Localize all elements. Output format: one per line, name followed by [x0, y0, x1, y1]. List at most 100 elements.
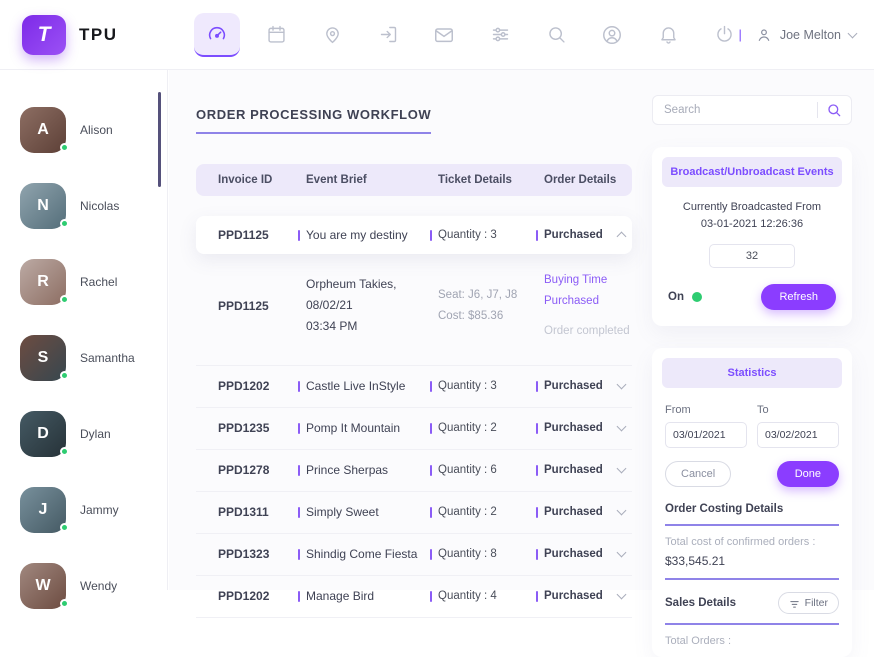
cancel-button[interactable]: Cancel	[665, 461, 732, 488]
chevron-down-icon	[847, 28, 858, 38]
broadcast-card: Broadcast/Unbroadcast Events Currently B…	[652, 147, 852, 327]
broadcast-on-toggle[interactable]: On	[668, 291, 702, 303]
calendar-icon[interactable]	[264, 23, 288, 47]
total-cost-value: $33,545.21	[665, 554, 839, 581]
right-panel: Broadcast/Unbroadcast Events Currently B…	[652, 70, 852, 657]
chevron-down-icon[interactable]	[616, 547, 626, 558]
ticket-details: Quantity : 2	[438, 422, 497, 435]
online-dot	[60, 143, 69, 152]
login-icon[interactable]	[376, 23, 400, 47]
nav-gauge-active[interactable]	[194, 12, 240, 57]
table-header: Invoice ID Event Brief Ticket Details Or…	[196, 164, 632, 197]
column-separator	[298, 464, 300, 476]
column-separator	[298, 380, 300, 392]
app-name: TPU	[79, 24, 118, 44]
user-icon	[756, 27, 772, 43]
app-logo[interactable]: T TPU	[0, 14, 168, 55]
search-icon[interactable]	[826, 102, 842, 118]
table-row[interactable]: PPD1202 Castle Live InStyle Quantity : 3…	[196, 366, 632, 408]
chevron-up-icon[interactable]	[616, 230, 626, 242]
to-label: To	[757, 404, 769, 417]
table-row[interactable]: PPD1311 Simply Sweet Quantity : 2 Purcha…	[196, 492, 632, 534]
chevron-down-icon[interactable]	[616, 463, 626, 474]
search-input[interactable]	[662, 103, 809, 117]
avatar-initial: R	[37, 273, 49, 290]
logo-icon: T	[22, 14, 66, 55]
filter-button[interactable]: Filter	[777, 592, 839, 615]
broadcast-timestamp: 03-01-2021 12:26:36	[700, 218, 804, 231]
chevron-down-icon[interactable]	[616, 379, 626, 390]
column-separator	[430, 380, 432, 392]
user-menu[interactable]: | Joe Melton	[738, 27, 874, 43]
ticket-details: Quantity : 2	[438, 506, 497, 519]
gauge-icon	[205, 22, 229, 46]
location-icon[interactable]	[320, 23, 344, 47]
chevron-down-icon[interactable]	[616, 589, 626, 600]
refresh-button[interactable]: Refresh	[761, 284, 836, 311]
online-dot	[60, 219, 69, 228]
order-status: Purchased	[544, 422, 603, 435]
chevron-down-icon[interactable]	[616, 421, 626, 432]
table-body: PPD1202 Castle Live InStyle Quantity : 3…	[196, 364, 632, 618]
table-row[interactable]: PPD1278 Prince Sherpas Quantity : 6 Purc…	[196, 450, 632, 492]
table-row[interactable]: PPD1202 Manage Bird Quantity : 4 Purchas…	[196, 576, 632, 618]
to-date-input[interactable]	[757, 422, 839, 449]
sliders-icon[interactable]	[488, 23, 512, 47]
ticket-details: Quantity : 3	[438, 380, 497, 393]
bell-icon[interactable]	[656, 23, 680, 47]
account-icon[interactable]	[600, 23, 624, 47]
filter-icon	[789, 598, 800, 609]
column-separator	[536, 422, 538, 434]
column-separator	[430, 548, 432, 560]
ticket-details-detail: Seat: J6, J7, J8 Cost: $85.36	[438, 288, 518, 322]
sidebar-item-dylan[interactable]: D Dylan	[0, 396, 167, 472]
page-title: ORDER PROCESSING WORKFLOW	[196, 107, 432, 134]
column-separator	[298, 548, 300, 560]
event-brief: Castle Live InStyle	[306, 379, 406, 394]
power-icon[interactable]	[712, 23, 736, 47]
ticket-details: Quantity : 4	[438, 590, 497, 603]
col-invoice-id: Invoice ID	[218, 174, 273, 187]
event-brief: Pomp It Mountain	[306, 421, 401, 436]
ticket-details: Quantity : 3	[438, 229, 497, 242]
contacts-sidebar: A Alison N Nicolas R Rachel S Samantha D…	[0, 70, 168, 609]
avatar: J	[20, 487, 69, 533]
search-icon[interactable]	[544, 23, 568, 47]
order-status: Purchased	[544, 590, 603, 603]
order-costing-title: Order Costing Details	[665, 503, 839, 527]
sidebar-item-nicolas[interactable]: N Nicolas	[0, 168, 167, 244]
on-label: On	[668, 291, 684, 304]
done-button[interactable]: Done	[776, 461, 839, 488]
sidebar-item-wendy[interactable]: W Wendy	[0, 548, 167, 624]
invoice-id: PPD1202	[218, 589, 270, 604]
col-ticket-details: Ticket Details	[438, 174, 512, 187]
event-brief: Manage Bird	[306, 589, 375, 604]
table-row-expanded-head[interactable]: PPD1125 You are my destiny Quantity : 3 …	[196, 216, 632, 255]
avatar-initial: J	[38, 501, 48, 518]
from-date-input[interactable]	[665, 422, 747, 449]
mail-icon[interactable]	[432, 23, 456, 47]
column-separator	[430, 506, 432, 518]
topbar-nav	[194, 12, 736, 57]
chevron-down-icon[interactable]	[616, 505, 626, 516]
divider: |	[738, 27, 742, 42]
sidebar-item-samantha[interactable]: S Samantha	[0, 320, 167, 396]
sidebar-scrollbar[interactable]	[158, 92, 161, 187]
avatar: D	[20, 411, 69, 457]
contact-name: Rachel	[80, 275, 118, 289]
invoice-id: PPD1125	[218, 228, 269, 243]
invoice-id: PPD1278	[218, 463, 270, 478]
search-box[interactable]	[652, 95, 852, 125]
column-separator	[536, 464, 538, 476]
divider	[817, 102, 818, 118]
sidebar-item-jammy[interactable]: J Jammy	[0, 472, 167, 548]
column-separator	[430, 464, 432, 476]
table-row[interactable]: PPD1235 Pomp It Mountain Quantity : 2 Pu…	[196, 408, 632, 450]
contact-name: Nicolas	[80, 199, 120, 213]
sidebar-item-rachel[interactable]: R Rachel	[0, 244, 167, 320]
table-row-expanded-detail: PPD1125 Orpheum Takies, 08/02/21 03:34 P…	[196, 254, 632, 353]
sidebar-item-alison[interactable]: A Alison	[0, 92, 167, 168]
broadcast-count-input[interactable]	[709, 244, 795, 269]
table-row[interactable]: PPD1323 Shindig Come Fiesta Quantity : 8…	[196, 534, 632, 576]
avatar: S	[20, 335, 69, 381]
